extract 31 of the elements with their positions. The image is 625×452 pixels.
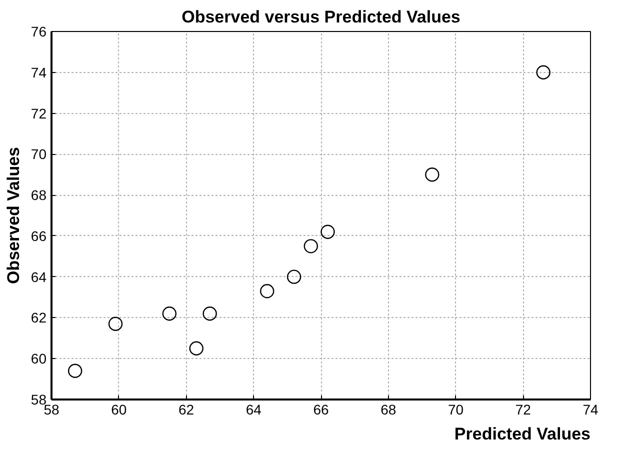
- x-axis-title: Predicted Values: [454, 424, 591, 444]
- point: [425, 168, 440, 182]
- chart-title: Observed versus Predicted Values: [182, 8, 460, 26]
- x-tick-label: 70: [448, 402, 464, 418]
- y-tick-label: 64: [30, 268, 47, 285]
- point: [286, 270, 302, 284]
- x-tick-label: 68: [380, 402, 396, 418]
- y-tick-label: 62: [30, 310, 47, 326]
- x-tick-label: 74: [582, 402, 598, 418]
- point: [189, 341, 204, 356]
- point: [304, 239, 318, 254]
- point: [202, 306, 217, 321]
- y-tick-label: 66: [30, 228, 47, 244]
- x-tick-label: 64: [246, 402, 262, 418]
- x-tick-label: 66: [313, 402, 329, 418]
- point: [108, 316, 123, 331]
- x-tick-label: 60: [111, 402, 127, 418]
- x-tick-label: 72: [515, 402, 532, 418]
- point: [260, 284, 274, 298]
- y-tick-label: 72: [30, 105, 47, 122]
- point: [68, 364, 82, 378]
- y-axis-title: Observed Values: [4, 146, 23, 284]
- y-tick-label: 60: [30, 350, 47, 367]
- point: [320, 224, 335, 239]
- point: [536, 65, 550, 80]
- y-tick-label: 74: [30, 64, 47, 80]
- point: [162, 306, 177, 321]
- x-tick-label: 62: [178, 402, 194, 418]
- y-tick-label: 68: [30, 187, 47, 204]
- y-tick-label: 70: [30, 146, 47, 162]
- y-tick-label: 76: [30, 24, 47, 40]
